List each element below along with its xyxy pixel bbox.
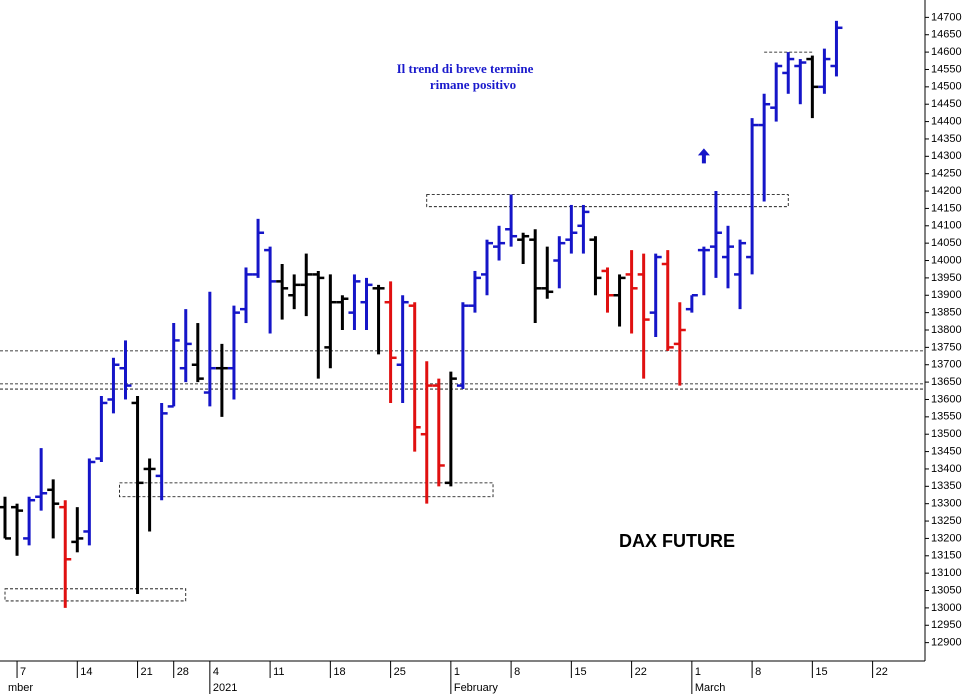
y-tick-label: 13050 xyxy=(931,584,962,596)
y-tick-label: 13200 xyxy=(931,532,962,544)
x-month-label: February xyxy=(454,682,499,694)
y-tick-label: 13950 xyxy=(931,272,962,284)
x-tick-label: 1 xyxy=(695,666,701,678)
y-tick-label: 13300 xyxy=(931,498,962,510)
y-tick-label: 13350 xyxy=(931,480,962,492)
x-month-label: 2021 xyxy=(213,682,237,694)
y-tick-label: 14400 xyxy=(931,115,962,127)
x-tick-label: 21 xyxy=(141,666,153,678)
zone-box xyxy=(426,194,789,208)
x-tick-label: 8 xyxy=(755,666,761,678)
y-tick-label: 14350 xyxy=(931,133,962,145)
arrow xyxy=(697,148,710,164)
y-tick-label: 14100 xyxy=(931,220,962,232)
annotation: rimane positivo xyxy=(430,77,516,92)
chart-title: DAX FUTURE xyxy=(619,531,735,551)
y-tick-label: 13700 xyxy=(931,359,962,371)
y-tick-label: 14450 xyxy=(931,98,962,110)
x-tick-label: 8 xyxy=(514,666,520,678)
x-tick-label: 11 xyxy=(273,666,284,678)
y-tick-label: 13800 xyxy=(931,324,962,336)
y-tick-label: 14550 xyxy=(931,63,962,75)
y-tick-label: 14500 xyxy=(931,81,962,93)
y-tick-label: 13150 xyxy=(931,550,962,562)
y-tick-label: 14050 xyxy=(931,237,962,249)
y-tick-label: 13400 xyxy=(931,463,962,475)
y-tick-label: 14000 xyxy=(931,254,962,266)
y-tick-label: 13450 xyxy=(931,445,962,457)
x-tick-label: 22 xyxy=(876,666,888,678)
y-tick-label: 13550 xyxy=(931,411,962,423)
y-tick-label: 14150 xyxy=(931,202,962,214)
x-tick-label: 1 xyxy=(454,666,460,678)
x-tick-label: 18 xyxy=(333,666,345,678)
y-tick-label: 13500 xyxy=(931,428,962,440)
zone-box xyxy=(4,588,187,602)
y-tick-label: 13650 xyxy=(931,376,962,388)
y-tick-label: 14700 xyxy=(931,11,962,23)
x-tick-label: 14 xyxy=(80,666,92,678)
y-tick-label: 13600 xyxy=(931,393,962,405)
zone-box xyxy=(119,482,494,498)
x-tick-label: 25 xyxy=(394,666,406,678)
y-tick-label: 14600 xyxy=(931,46,962,58)
annotation: Il trend di breve termine xyxy=(397,61,534,76)
y-tick-label: 12900 xyxy=(931,637,962,649)
y-tick-label: 14300 xyxy=(931,150,962,162)
y-tick-label: 14200 xyxy=(931,185,962,197)
x-tick-label: 28 xyxy=(177,666,189,678)
y-tick-label: 14250 xyxy=(931,168,962,180)
y-tick-label: 14650 xyxy=(931,29,962,41)
y-tick-label: 12950 xyxy=(931,619,962,631)
y-tick-label: 13900 xyxy=(931,289,962,301)
x-month-label: March xyxy=(695,682,726,694)
y-tick-label: 13250 xyxy=(931,515,962,527)
x-tick-label: 4 xyxy=(213,666,219,678)
y-tick-label: 13100 xyxy=(931,567,962,579)
y-tick-label: 13750 xyxy=(931,341,962,353)
x-tick-label: 15 xyxy=(574,666,586,678)
x-month-label: mber xyxy=(8,682,33,694)
y-tick-label: 13000 xyxy=(931,602,962,614)
x-tick-label: 15 xyxy=(815,666,827,678)
y-tick-label: 13850 xyxy=(931,307,962,319)
x-tick-label: 22 xyxy=(635,666,647,678)
x-tick-label: 7 xyxy=(20,666,26,678)
